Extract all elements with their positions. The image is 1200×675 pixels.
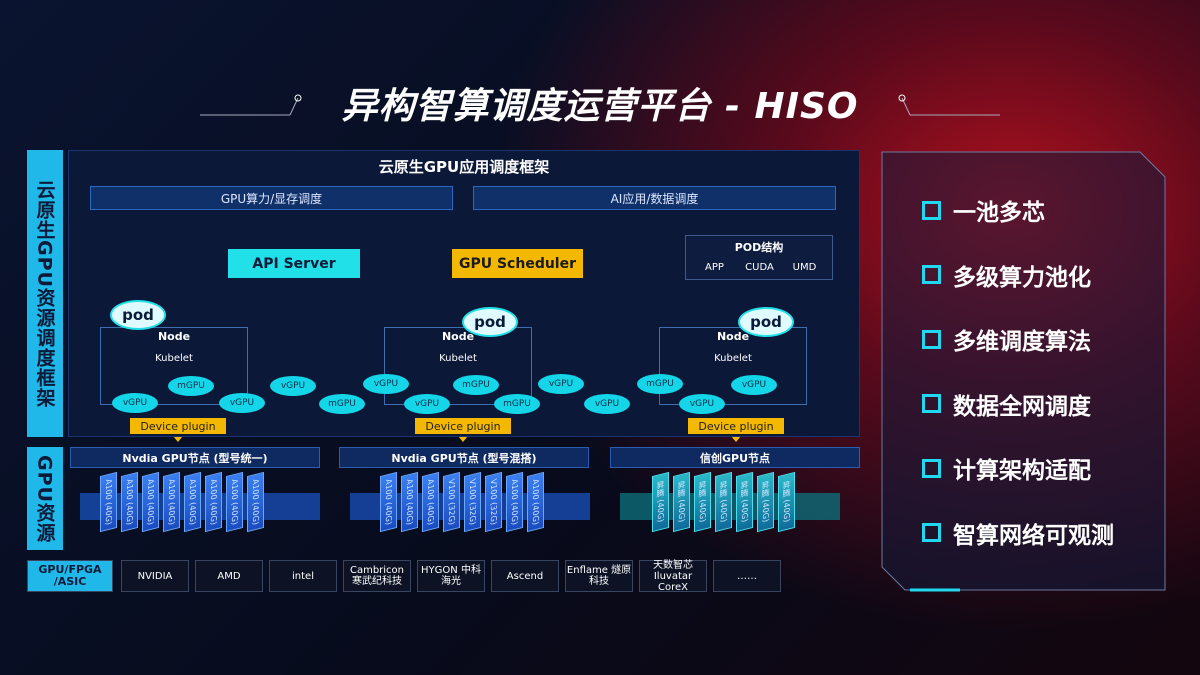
virtual-gpu: vGPU bbox=[112, 393, 158, 413]
feature-item: 数据全网调度 bbox=[922, 388, 1162, 420]
node-box bbox=[384, 327, 532, 405]
title: 异构智算调度运营平台 - HISO bbox=[341, 86, 859, 127]
gpu-card: A100 (40G) bbox=[121, 471, 138, 533]
pod-structure: POD结构 APP CUDA UMD bbox=[685, 235, 833, 280]
gpu-group-title: 信创GPU节点 bbox=[610, 447, 860, 468]
virtual-gpu: mGPU bbox=[168, 376, 214, 396]
function-bar: GPU算力/显存调度 bbox=[90, 186, 453, 210]
gpu-card: V100 (32G) bbox=[464, 471, 481, 533]
side-label: GPU资源 bbox=[27, 447, 63, 550]
pod-structure-title: POD结构 bbox=[734, 241, 784, 254]
node-label: Node bbox=[716, 329, 750, 343]
gpu-card: A100 (40G) bbox=[100, 471, 117, 533]
vendor-logo: NVIDIA bbox=[121, 560, 189, 592]
pod: pod bbox=[110, 300, 166, 330]
gpu-card: A100 (40G) bbox=[506, 471, 523, 533]
gpu-card: V100 (32G) bbox=[443, 471, 460, 533]
virtual-gpu: vGPU bbox=[270, 376, 316, 396]
gpu-card: 昇腾 (40G) bbox=[757, 471, 774, 533]
vendor-logo: 天数智芯 Iluvatar CoreX bbox=[639, 560, 707, 593]
node-label: Node bbox=[157, 329, 191, 343]
gpu-scheduler: GPU Scheduler bbox=[452, 249, 583, 278]
function-bar: AI应用/数据调度 bbox=[473, 186, 836, 210]
gpu-group-title: Nvdia GPU节点 (型号统一) bbox=[70, 447, 320, 468]
gpu-card: A100 (40G) bbox=[527, 471, 544, 533]
feature-item: 智算网络可观测 bbox=[922, 517, 1162, 549]
pod-item: APP bbox=[705, 261, 724, 273]
gpu-card: A100 (40G) bbox=[380, 471, 397, 533]
virtual-gpu: mGPU bbox=[319, 394, 365, 414]
side-label: 云原生GPU资源调度框架 bbox=[27, 150, 63, 437]
gpu-card: 昇腾 (40G) bbox=[715, 471, 732, 533]
node-box bbox=[659, 327, 807, 405]
virtual-gpu: mGPU bbox=[494, 394, 540, 414]
gpu-card: 昇腾 (40G) bbox=[652, 471, 669, 533]
feature-item: 一池多芯 bbox=[922, 194, 1162, 226]
gpu-card: A100 (40G) bbox=[142, 471, 159, 533]
virtual-gpu: vGPU bbox=[404, 394, 450, 414]
virtual-gpu: vGPU bbox=[538, 374, 584, 394]
virtual-gpu: vGPU bbox=[584, 394, 630, 414]
gpu-card: A100 (40G) bbox=[163, 471, 180, 533]
gpu-group-title: Nvdia GPU节点 (型号混搭) bbox=[339, 447, 589, 468]
pod-item: CUDA bbox=[745, 261, 774, 273]
device-plugin: Device plugin bbox=[130, 418, 226, 434]
vendor-logo: Cambricon 寒武纪科技 bbox=[343, 560, 411, 592]
gpu-card: A100 (40G) bbox=[422, 471, 439, 533]
gpu-card: 昇腾 (40G) bbox=[778, 471, 795, 533]
pod: pod bbox=[738, 307, 794, 337]
vendor-logo: intel bbox=[269, 560, 337, 592]
gpu-card: A100 (40G) bbox=[401, 471, 418, 533]
gpu-card: V100 (32G) bbox=[485, 471, 502, 533]
device-plugin: Device plugin bbox=[415, 418, 511, 434]
feature-item: 计算架构适配 bbox=[922, 452, 1162, 484]
virtual-gpu: vGPU bbox=[363, 374, 409, 394]
vendor-logo: AMD bbox=[195, 560, 263, 592]
vendor-logo: …… bbox=[713, 560, 781, 592]
kubelet-label: Kubelet bbox=[155, 352, 193, 364]
virtual-gpu: mGPU bbox=[453, 375, 499, 395]
device-plugin: Device plugin bbox=[688, 418, 784, 434]
kubelet-label: Kubelet bbox=[439, 352, 477, 364]
gpu-card: 昇腾 (40G) bbox=[694, 471, 711, 533]
node-label: Node bbox=[441, 329, 475, 343]
gpu-card: A100 (40G) bbox=[184, 471, 201, 533]
kubelet-label: Kubelet bbox=[714, 352, 752, 364]
gpu-card: 昇腾 (40G) bbox=[673, 471, 690, 533]
vendor-logo: Enflame 燧原科技 bbox=[565, 560, 633, 592]
api-server: API Server bbox=[228, 249, 360, 278]
framework-title: 云原生GPU应用调度框架 bbox=[378, 157, 550, 176]
virtual-gpu: vGPU bbox=[731, 375, 777, 395]
virtual-gpu: mGPU bbox=[637, 374, 683, 394]
gpu-card: A100 (40G) bbox=[226, 471, 243, 533]
feature-item: 多维调度算法 bbox=[922, 323, 1162, 355]
vendor-category: GPU/FPGA /ASIC bbox=[27, 560, 113, 592]
vendor-logo: HYGON 中科海光 bbox=[417, 560, 485, 592]
gpu-card: A100 (40G) bbox=[247, 471, 264, 533]
virtual-gpu: vGPU bbox=[679, 394, 725, 414]
pod-item: UMD bbox=[792, 261, 817, 273]
vendor-logo: Ascend bbox=[491, 560, 559, 592]
virtual-gpu: vGPU bbox=[219, 393, 265, 413]
node-box bbox=[100, 327, 248, 405]
feature-item: 多级算力池化 bbox=[922, 259, 1162, 291]
gpu-card: 昇腾 (40G) bbox=[736, 471, 753, 533]
pod: pod bbox=[462, 307, 518, 337]
gpu-card: A100 (40G) bbox=[205, 471, 222, 533]
